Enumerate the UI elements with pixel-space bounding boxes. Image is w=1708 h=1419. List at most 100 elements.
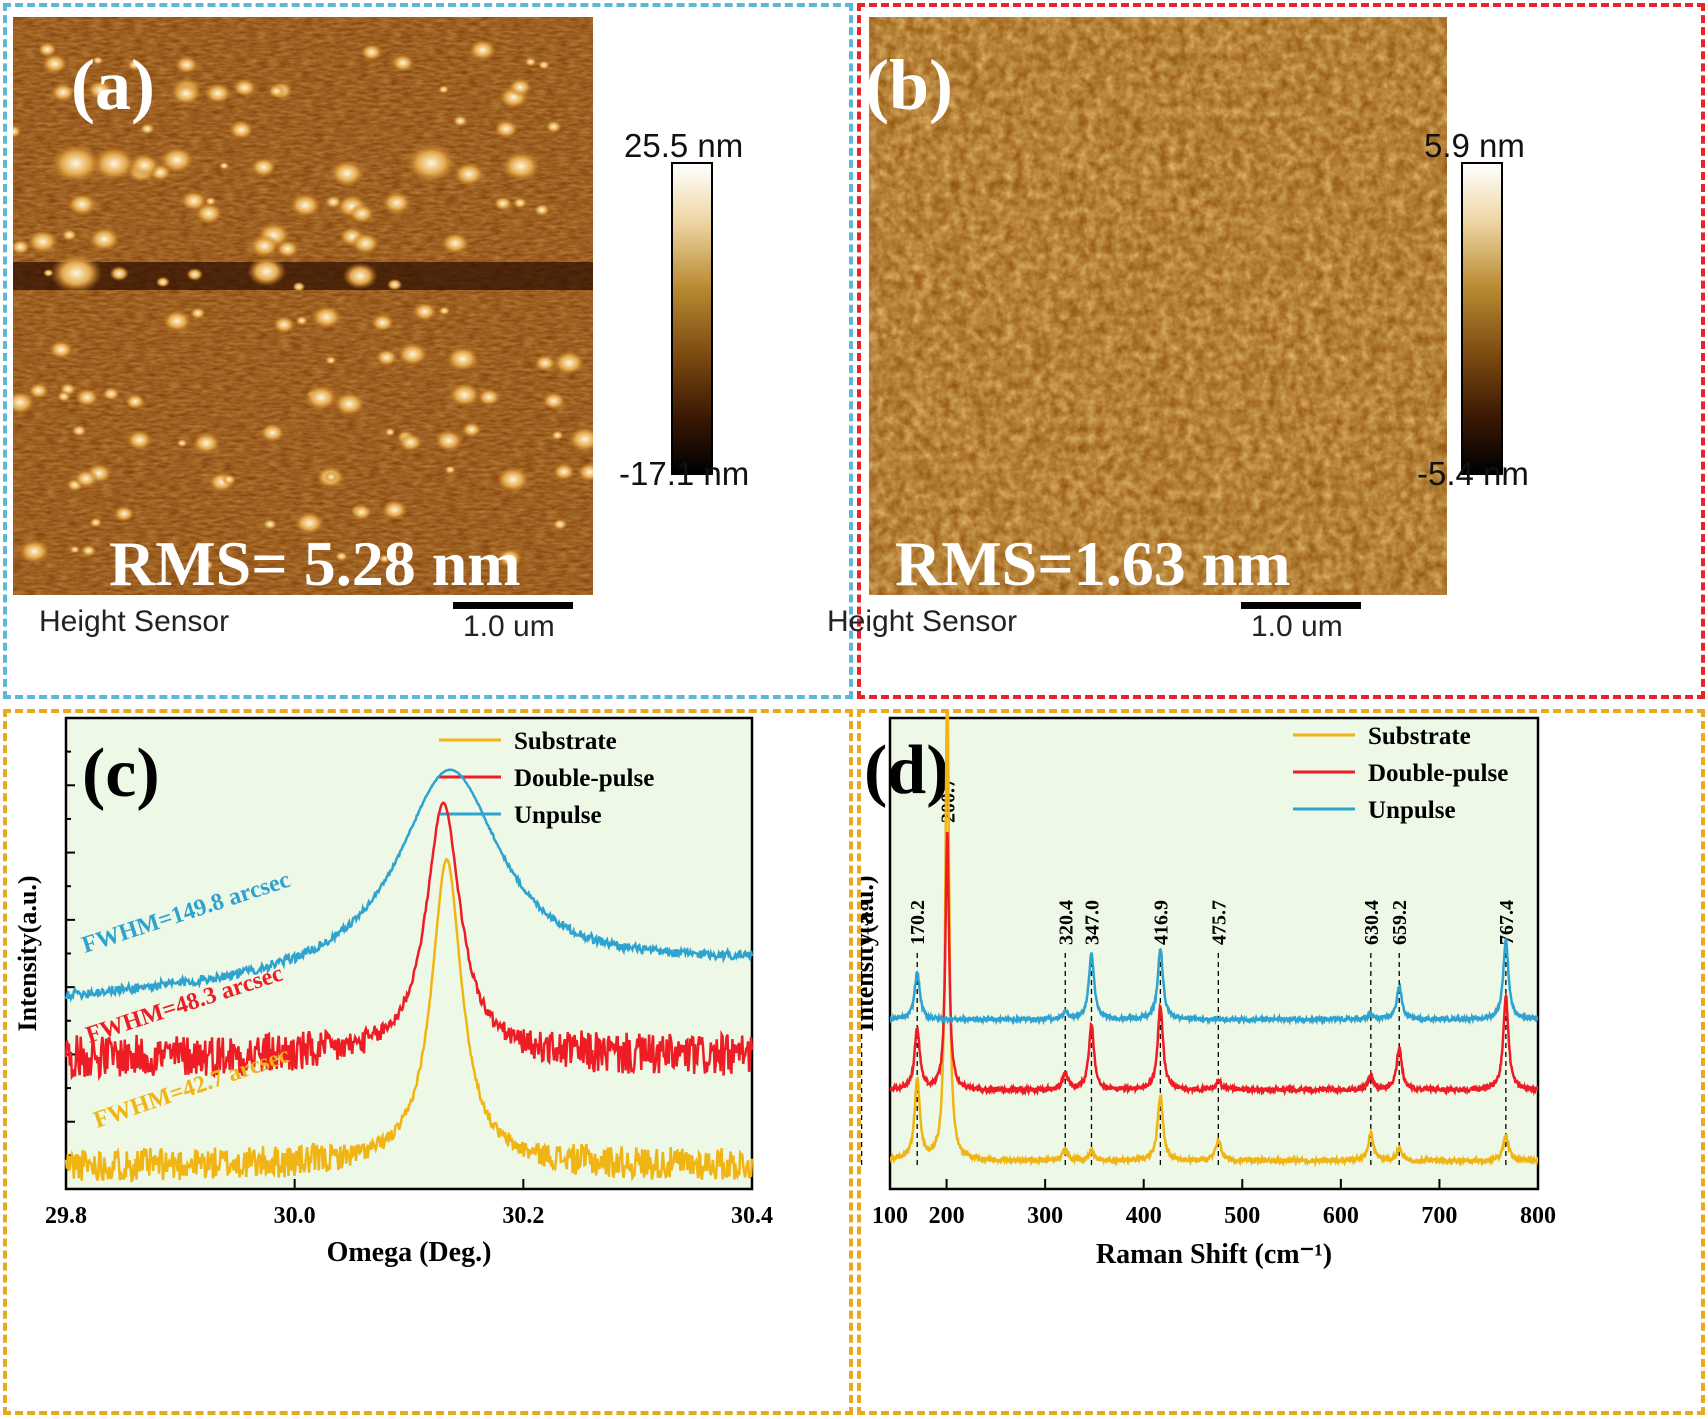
afm-grain xyxy=(304,384,338,411)
afm-grain xyxy=(295,315,308,326)
afm-grain xyxy=(370,313,395,332)
afm-grain xyxy=(159,146,195,174)
colorbar-min-a: -17.1 nm xyxy=(619,455,750,492)
afm-grain xyxy=(386,278,403,291)
plot-frame xyxy=(888,716,1540,1191)
afm-grain xyxy=(43,268,54,277)
scale-label-a: 1.0 um xyxy=(463,610,555,643)
afm-grain xyxy=(533,203,550,217)
x-tick-label: 30.0 xyxy=(274,1203,316,1229)
afm-grain xyxy=(375,348,398,367)
afm-grain xyxy=(262,518,278,530)
afm-grain xyxy=(335,551,349,562)
peak-label: 170.2 xyxy=(907,900,929,945)
peak-label: 320.4 xyxy=(1055,900,1077,945)
peak-label: 416.9 xyxy=(1150,900,1172,945)
afm-grain xyxy=(452,115,468,127)
series-line-substrate xyxy=(890,693,1538,1168)
afm-grain xyxy=(204,82,232,104)
afm-grain xyxy=(259,423,285,443)
afm-grain xyxy=(397,342,429,367)
afm-grain xyxy=(249,234,280,258)
rms-value-b: RMS=1.63 nm xyxy=(895,528,1291,599)
legend-label: Double-pulse xyxy=(1368,760,1508,787)
afm-grain xyxy=(200,559,214,570)
afm-grain xyxy=(176,438,188,448)
x-tick-label: 30.2 xyxy=(502,1203,544,1229)
afm-grain xyxy=(28,382,49,399)
afm-grain xyxy=(192,432,221,455)
afm-grain xyxy=(496,548,523,568)
afm-grain xyxy=(155,276,170,288)
panel-label: (c) xyxy=(82,735,160,812)
x-tick-label: 700 xyxy=(1421,1203,1457,1229)
afm-grain xyxy=(88,227,121,252)
x-tick-label: 500 xyxy=(1224,1203,1260,1229)
series-line-substrate xyxy=(64,858,754,1184)
afm-grain xyxy=(342,262,378,290)
panel-c: 29.8 30.0 30.2 30.4 Omega (Deg.) Intensity(a.… xyxy=(3,709,853,1415)
series-line-unpulse xyxy=(890,938,1538,1026)
afm-grain xyxy=(398,433,423,452)
peak-label: 113.8 xyxy=(861,901,874,945)
afm-grain xyxy=(74,469,99,488)
afm-grain xyxy=(190,307,206,320)
y-axis-label: Intensity(a.u.) xyxy=(861,875,879,1031)
afm-grain xyxy=(186,267,204,281)
afm-grain xyxy=(87,80,114,101)
afm-grain xyxy=(71,424,87,437)
afm-grain xyxy=(91,146,137,181)
afm-grain xyxy=(445,346,480,372)
legend-label: Substrate xyxy=(514,728,617,755)
colorbar-min-b: -5.4 nm xyxy=(1417,455,1529,492)
afm-grain xyxy=(381,499,408,521)
legend-label: Unpulse xyxy=(1368,797,1456,824)
afm-grain xyxy=(537,60,550,70)
afm-grain xyxy=(324,471,339,483)
afm-grain xyxy=(508,78,532,97)
height-sensor-label-b: Height Sensor xyxy=(827,605,1018,638)
scale-label-b: 1.0 um xyxy=(1251,610,1343,643)
afm-grain xyxy=(89,517,103,528)
afm-grain xyxy=(333,391,366,417)
x-axis-label: Omega (Deg.) xyxy=(327,1237,492,1268)
afm-grain xyxy=(125,393,146,410)
afm-grain xyxy=(247,256,286,287)
peak-label: 347.0 xyxy=(1081,900,1103,945)
afm-image-b xyxy=(869,17,1447,595)
afm-grain xyxy=(438,306,451,316)
x-tick-label: 100 xyxy=(872,1203,908,1229)
afm-grain xyxy=(292,281,306,292)
colorbar-max-a: 25.5 nm xyxy=(624,127,744,164)
afm-grain xyxy=(384,427,396,437)
peak-label: 475.7 xyxy=(1208,900,1230,945)
afm-grain xyxy=(232,78,257,97)
afm-grain xyxy=(50,143,102,184)
afm-grain xyxy=(37,42,57,57)
afm-grain xyxy=(75,388,99,407)
legend-label: Double-pulse xyxy=(514,765,654,792)
afm-grain xyxy=(448,382,481,408)
afm-grain xyxy=(180,190,208,212)
afm-grain xyxy=(102,387,120,401)
afm-grain xyxy=(27,229,59,254)
xrd-rocking-curve-chart: 29.8 30.0 30.2 30.4 Omega (Deg.) Intensity(a.… xyxy=(13,716,773,1268)
height-sensor-label-a: Height Sensor xyxy=(39,605,230,638)
afm-grain xyxy=(496,466,530,493)
afm-grain xyxy=(324,195,342,209)
afm-grain xyxy=(552,518,568,531)
panel-b-label: (b) xyxy=(865,45,953,125)
x-tick-label: 400 xyxy=(1126,1203,1162,1229)
afm-grain xyxy=(391,54,415,72)
afm-grain xyxy=(80,544,97,557)
afm-grain xyxy=(477,388,501,407)
series-line-unpulse xyxy=(64,768,754,1003)
afm-grain xyxy=(50,83,76,102)
peak-label: 767.4 xyxy=(1496,900,1518,945)
series-line-double-pulse xyxy=(890,831,1538,1097)
afm-grain xyxy=(127,59,143,71)
afm-grain xyxy=(13,239,31,255)
afm-grain xyxy=(349,203,375,224)
x-axis-label: Raman Shift (cm⁻¹) xyxy=(1096,1239,1332,1270)
afm-grain xyxy=(50,253,103,294)
